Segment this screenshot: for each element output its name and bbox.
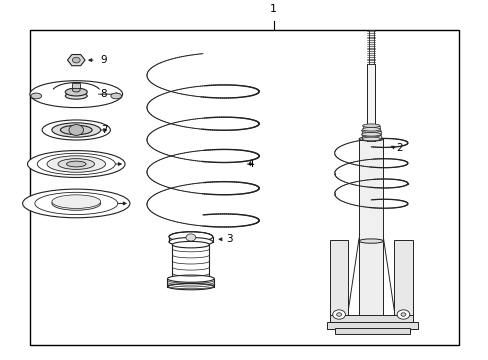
Bar (327, 323, 417, 329)
Circle shape (400, 313, 405, 316)
Ellipse shape (358, 239, 383, 243)
Bar (362, 126, 379, 129)
Bar (366, 64, 374, 141)
Ellipse shape (66, 161, 86, 167)
Bar (72, 83, 80, 88)
Ellipse shape (42, 120, 110, 140)
Ellipse shape (361, 132, 380, 136)
Text: 4: 4 (246, 159, 253, 169)
Bar (368, 30, 373, 64)
Ellipse shape (172, 242, 209, 248)
Bar (329, 240, 347, 324)
Circle shape (72, 57, 80, 63)
Text: 1: 1 (270, 4, 277, 14)
Text: 2: 2 (396, 143, 403, 153)
Ellipse shape (167, 283, 214, 290)
Ellipse shape (31, 93, 41, 99)
Bar (30, 30, 458, 345)
Bar (358, 240, 383, 322)
Circle shape (69, 125, 83, 135)
Text: 7: 7 (101, 125, 107, 135)
Text: 9: 9 (101, 55, 107, 65)
Ellipse shape (111, 93, 122, 99)
Ellipse shape (361, 134, 380, 137)
Ellipse shape (47, 156, 105, 172)
Ellipse shape (361, 129, 380, 132)
Ellipse shape (167, 275, 214, 282)
Bar (361, 135, 380, 139)
Bar (393, 240, 412, 324)
Text: 8: 8 (101, 89, 107, 99)
Ellipse shape (22, 189, 130, 218)
Circle shape (336, 313, 341, 316)
Text: 6: 6 (101, 159, 107, 169)
Circle shape (396, 310, 409, 319)
Ellipse shape (61, 125, 92, 135)
Ellipse shape (30, 81, 122, 108)
Ellipse shape (52, 195, 101, 208)
Bar (361, 131, 380, 134)
Ellipse shape (35, 192, 118, 215)
Ellipse shape (27, 150, 125, 177)
Ellipse shape (362, 127, 379, 131)
Circle shape (185, 234, 195, 241)
Bar (329, 315, 412, 325)
Bar (358, 139, 383, 241)
Bar (334, 328, 409, 334)
Ellipse shape (65, 88, 87, 96)
Ellipse shape (65, 93, 87, 99)
Ellipse shape (362, 124, 379, 127)
Ellipse shape (168, 232, 212, 242)
Ellipse shape (52, 197, 101, 210)
Ellipse shape (52, 123, 101, 137)
Ellipse shape (72, 88, 80, 92)
Text: 3: 3 (226, 234, 233, 244)
Circle shape (332, 310, 345, 319)
Ellipse shape (361, 137, 380, 141)
Ellipse shape (37, 153, 115, 175)
Ellipse shape (168, 238, 212, 246)
Text: 5: 5 (101, 198, 107, 208)
Ellipse shape (358, 137, 383, 141)
Ellipse shape (58, 159, 94, 170)
